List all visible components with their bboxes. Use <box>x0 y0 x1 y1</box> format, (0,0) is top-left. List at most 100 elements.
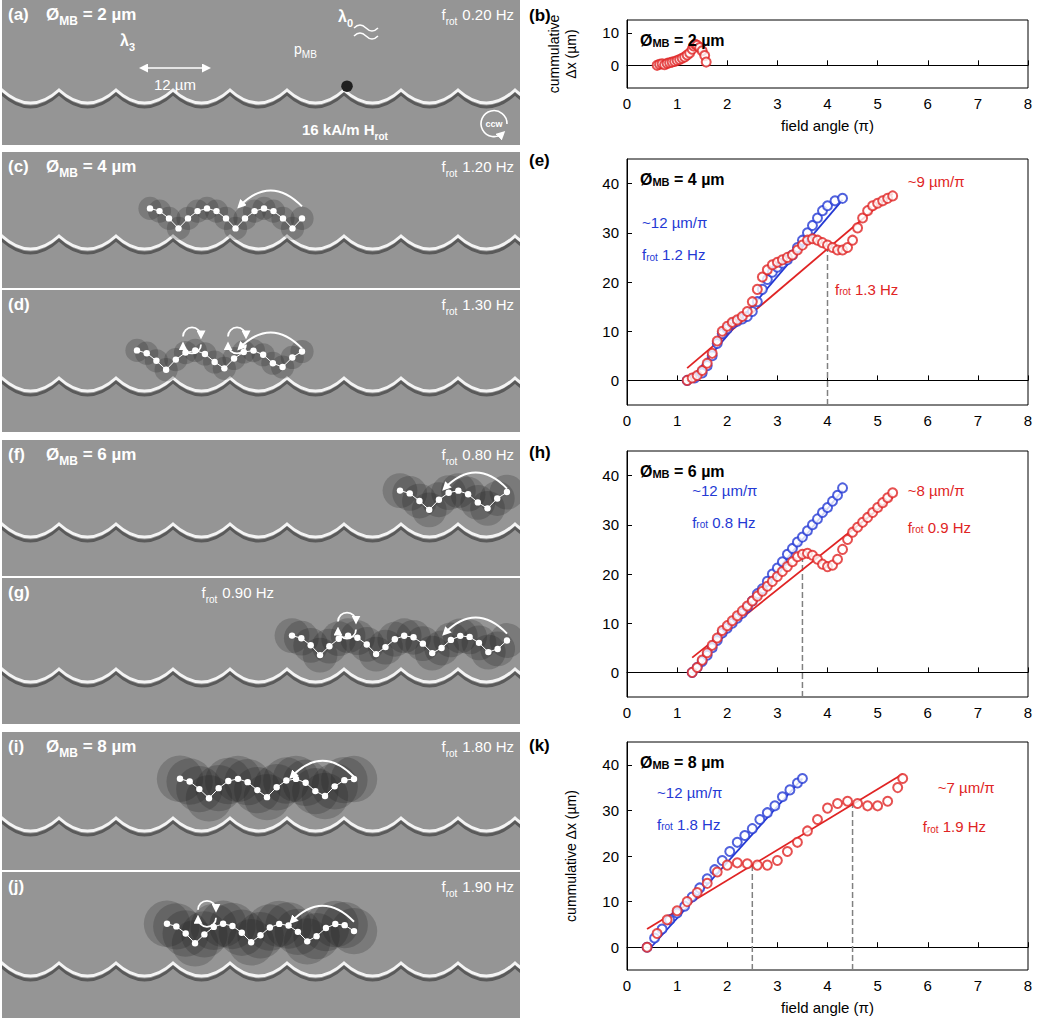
svg-text:Ø: Ø <box>640 32 652 49</box>
svg-text:20: 20 <box>602 566 619 583</box>
svg-text:ØMB = 6 µm: ØMB = 6 µm <box>46 445 136 468</box>
svg-text:7: 7 <box>974 412 982 429</box>
svg-text:frot0.80 Hz: frot0.80 Hz <box>441 446 514 467</box>
svg-text:0: 0 <box>623 412 631 429</box>
svg-text:6: 6 <box>924 704 932 721</box>
svg-text:frot1.80 Hz: frot1.80 Hz <box>441 738 514 759</box>
svg-text:(f): (f) <box>8 445 25 464</box>
svg-text:1.8 Hz: 1.8 Hz <box>673 816 721 833</box>
svg-text:~12 µm/π: ~12 µm/π <box>642 214 707 231</box>
svg-text:= 6 µm: = 6 µm <box>670 463 725 480</box>
svg-text:rot: rot <box>912 524 924 535</box>
svg-text:2: 2 <box>723 977 731 994</box>
svg-text:rot: rot <box>927 824 939 835</box>
svg-text:~9 µm/π: ~9 µm/π <box>908 173 965 190</box>
svg-text:rot: rot <box>661 821 673 832</box>
svg-text:frot0.90 Hz: frot0.90 Hz <box>201 584 274 605</box>
svg-text:λ3: λ3 <box>120 32 135 53</box>
svg-text:1.2 Hz: 1.2 Hz <box>658 246 706 263</box>
svg-text:1.3 Hz: 1.3 Hz <box>851 281 899 298</box>
svg-text:0: 0 <box>611 939 619 956</box>
svg-text:8: 8 <box>1024 977 1032 994</box>
svg-text:5: 5 <box>873 95 881 112</box>
svg-text:0: 0 <box>611 57 619 74</box>
svg-text:8: 8 <box>1024 95 1032 112</box>
svg-text:4: 4 <box>823 95 831 112</box>
svg-text:3: 3 <box>773 704 781 721</box>
svg-text:(h): (h) <box>529 443 551 462</box>
svg-text:30: 30 <box>602 802 619 819</box>
svg-text:8: 8 <box>1024 704 1032 721</box>
svg-text:MB: MB <box>652 37 669 49</box>
svg-text:7: 7 <box>974 95 982 112</box>
svg-text:frot1.90 Hz: frot1.90 Hz <box>441 878 514 899</box>
svg-text:field angle (π): field angle (π) <box>781 999 874 1016</box>
svg-text:0: 0 <box>623 95 631 112</box>
svg-text:6: 6 <box>924 977 932 994</box>
svg-text:ØMB = 2 µm: ØMB = 2 µm <box>46 5 136 28</box>
svg-text:(k): (k) <box>529 736 550 755</box>
svg-text:20: 20 <box>602 274 619 291</box>
svg-text:pMB: pMB <box>294 41 317 60</box>
svg-text:1: 1 <box>673 95 681 112</box>
svg-text:3: 3 <box>773 977 781 994</box>
svg-text:= 2 µm: = 2 µm <box>670 32 725 49</box>
svg-text:2: 2 <box>723 412 731 429</box>
svg-text:Ø: Ø <box>640 463 652 480</box>
svg-text:(c): (c) <box>8 157 29 176</box>
svg-text:~12 µm/π: ~12 µm/π <box>692 482 757 499</box>
svg-text:4: 4 <box>823 704 831 721</box>
svg-text:10: 10 <box>602 323 619 340</box>
svg-text:0.9 Hz: 0.9 Hz <box>924 519 972 536</box>
svg-text:10: 10 <box>602 615 619 632</box>
svg-text:Ø: Ø <box>640 754 652 771</box>
svg-text:0: 0 <box>611 372 619 389</box>
svg-text:rot: rot <box>646 252 658 263</box>
svg-text:Ø: Ø <box>640 171 652 188</box>
svg-text:20: 20 <box>602 848 619 865</box>
svg-text:0: 0 <box>611 664 619 681</box>
svg-text:frot1.20 Hz: frot1.20 Hz <box>441 158 514 179</box>
svg-text:(j): (j) <box>8 877 24 896</box>
svg-text:12 µm: 12 µm <box>154 76 196 93</box>
svg-text:6: 6 <box>924 95 932 112</box>
svg-text:frot1.30 Hz: frot1.30 Hz <box>441 296 514 317</box>
svg-text:8: 8 <box>1024 412 1032 429</box>
svg-text:cummulative: cummulative <box>546 15 562 94</box>
svg-text:0.8 Hz: 0.8 Hz <box>708 514 756 531</box>
svg-text:5: 5 <box>873 412 881 429</box>
svg-text:10: 10 <box>602 24 619 41</box>
svg-text:4: 4 <box>823 412 831 429</box>
svg-text:cummulative Δx (µm): cummulative Δx (µm) <box>563 790 579 922</box>
svg-text:frot0.20 Hz: frot0.20 Hz <box>441 6 514 27</box>
svg-text:5: 5 <box>873 704 881 721</box>
svg-text:(e): (e) <box>529 151 550 170</box>
svg-text:(i): (i) <box>8 737 24 756</box>
svg-text:3: 3 <box>773 95 781 112</box>
svg-text:6: 6 <box>924 412 932 429</box>
svg-text:40: 40 <box>602 467 619 484</box>
svg-text:5: 5 <box>873 977 881 994</box>
svg-text:= 8 µm: = 8 µm <box>670 754 725 771</box>
svg-text:~12 µm/π: ~12 µm/π <box>657 784 722 801</box>
svg-text:0: 0 <box>623 977 631 994</box>
svg-text:16 kA/m Hrot: 16 kA/m Hrot <box>302 121 389 142</box>
svg-text:30: 30 <box>602 224 619 241</box>
svg-text:30: 30 <box>602 516 619 533</box>
svg-text:rot: rot <box>839 286 851 297</box>
svg-text:1: 1 <box>673 412 681 429</box>
svg-text:(a): (a) <box>8 5 29 24</box>
svg-text:40: 40 <box>602 756 619 773</box>
svg-text:MB: MB <box>652 468 669 480</box>
svg-text:= 4 µm: = 4 µm <box>670 171 725 188</box>
svg-text:7: 7 <box>974 977 982 994</box>
svg-text:0: 0 <box>623 704 631 721</box>
svg-text:MB: MB <box>652 176 669 188</box>
svg-text:~7 µm/π: ~7 µm/π <box>938 779 995 796</box>
svg-text:~8 µm/π: ~8 µm/π <box>908 482 965 499</box>
svg-text:4: 4 <box>823 977 831 994</box>
svg-text:40: 40 <box>602 175 619 192</box>
svg-text:3: 3 <box>773 412 781 429</box>
svg-text:1: 1 <box>673 704 681 721</box>
svg-text:ccw: ccw <box>485 119 503 129</box>
